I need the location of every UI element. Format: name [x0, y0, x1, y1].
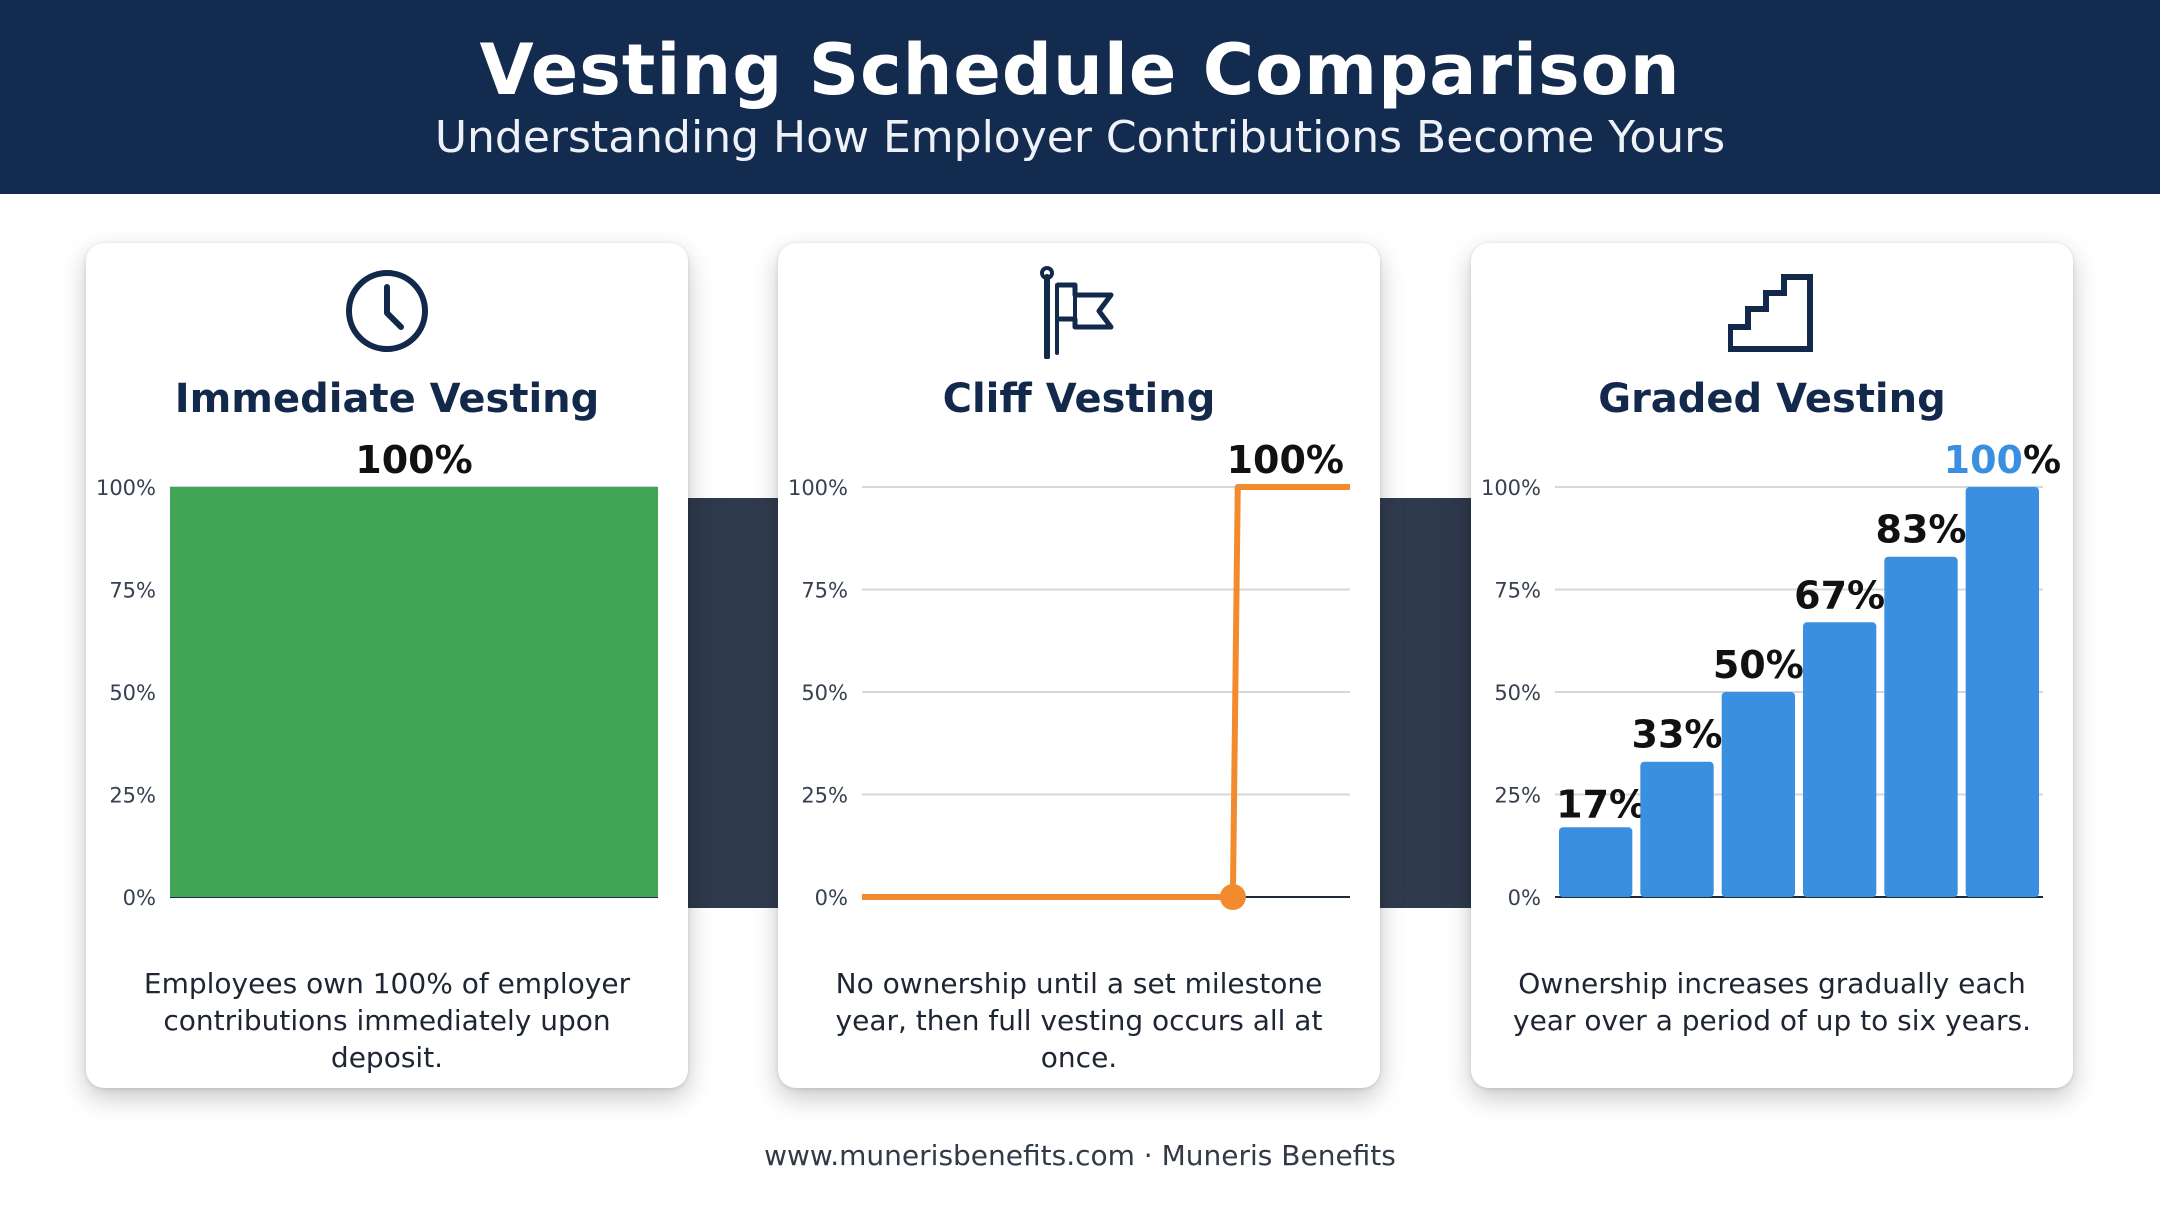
y-tick-label: 0%: [123, 886, 156, 910]
bar: [1803, 622, 1877, 897]
bar: [1884, 556, 1958, 897]
bar: [1559, 827, 1633, 897]
cliff-marker: [1219, 884, 1246, 910]
header: Vesting Schedule Comparison Understandin…: [0, 0, 2160, 194]
card-immediate-vesting: Immediate Vesting 0% 25% 50% 75% 100% 100% Em…: [86, 243, 688, 1088]
card-description: No ownership until a set milestone year,…: [835, 967, 1323, 1074]
y-tick-label: 75%: [109, 579, 156, 603]
y-tick-label: 100%: [1481, 476, 1541, 500]
bar: [1640, 761, 1714, 897]
immediate-vesting-chart: 0% 25% 50% 75% 100% 100%: [96, 438, 658, 910]
card-cliff-vesting: Cliff Vesting 0% 25% 50% 75% 100% 100% No own…: [778, 243, 1380, 1088]
page-subtitle: Understanding How Employer Contributions…: [434, 112, 1726, 163]
y-tick-label: 50%: [1494, 681, 1541, 705]
graded-vesting-chart: 0% 25% 50% 75% 100% 17% 33% 50% 67% 83% 100%: [1481, 438, 2061, 910]
y-tick-label: 0%: [815, 886, 848, 910]
data-label: 83%: [1876, 508, 1967, 552]
card-description: Employees own 100% of employer contribut…: [143, 967, 631, 1074]
card-title: Graded Vesting: [1598, 376, 1946, 422]
card-title: Cliff Vesting: [942, 376, 1216, 422]
card-title: Immediate Vesting: [174, 376, 600, 422]
data-label: 67%: [1794, 573, 1885, 617]
series-line: [862, 484, 1350, 900]
bar: [1721, 692, 1795, 897]
footer: www.munerisbenefits.com · Muneris Benefi…: [764, 1139, 1396, 1172]
card-description: Ownership increases gradually each year …: [1513, 967, 2031, 1037]
cliff-vesting-chart: 0% 25% 50% 75% 100% 100%: [788, 438, 1350, 910]
data-label: 17%: [1556, 782, 1647, 826]
y-tick-label: 100%: [96, 476, 156, 500]
y-tick-label: 50%: [109, 681, 156, 705]
data-label: 33%: [1632, 713, 1723, 757]
bar: [170, 487, 658, 897]
page-title: Vesting Schedule Comparison: [479, 29, 1681, 111]
y-tick-label: 50%: [801, 681, 848, 705]
y-tick-label: 0%: [1508, 886, 1541, 910]
data-label: 100%: [1227, 438, 1344, 482]
flag-icon: [1035, 263, 1123, 360]
y-tick-label: 25%: [1494, 784, 1541, 808]
clock-icon: [343, 263, 431, 359]
y-tick-label: 25%: [801, 784, 848, 808]
data-label: 50%: [1713, 643, 1804, 687]
y-tick-label: 75%: [801, 579, 848, 603]
y-tick-label: 100%: [788, 476, 848, 500]
stairs-icon: [1727, 263, 1816, 359]
data-label: 100%: [355, 438, 472, 482]
y-tick-label: 75%: [1494, 579, 1541, 603]
card-graded-vesting: Graded Vesting 0% 25% 50% 75% 100% 17% 33% 50% 6…: [1471, 243, 2073, 1088]
data-label: 100%: [1944, 438, 2061, 482]
bar: [1965, 487, 2039, 897]
y-tick-label: 25%: [109, 784, 156, 808]
